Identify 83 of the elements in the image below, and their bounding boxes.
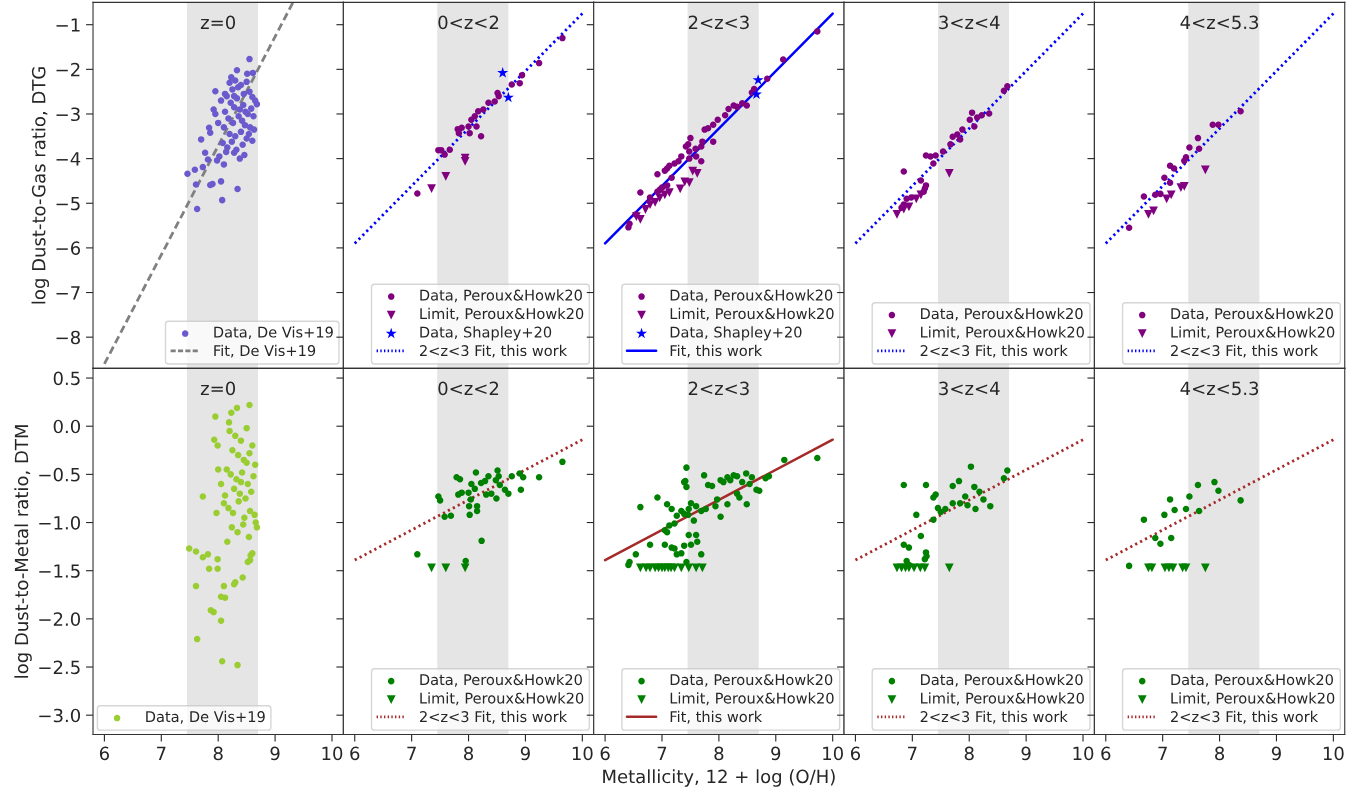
x-tick-label: 8 [1215,746,1225,761]
text: z=0 [200,15,236,30]
y-tick-label: −1.5 [39,564,80,578]
x-tick-label: 7 [407,746,416,760]
legend-label: Fit, De Vis+19 [214,344,316,358]
text: 0<z<2 [438,15,499,30]
y-tick-label: −8 [56,330,80,345]
y-tick-label: −1 [56,18,80,32]
legend-label: 2<z<3 Fit, this work [1171,344,1319,358]
text: 2<z<3 [688,381,749,396]
y-axis-title: log Dust-to-Metal ratio, DTM [14,425,32,678]
y-tick-label: 0.5 [53,371,80,386]
y-tick-label: −2.0 [39,612,81,626]
legend-label: Limit, Peroux&Howk20 [1171,692,1335,706]
legend-label: Limit, Peroux&Howk20 [670,692,834,706]
x-tick-label: 10 [572,746,593,761]
legend-label: Data, De Vis+19 [214,326,333,340]
x-tick-label: 10 [1323,746,1344,761]
y-tick-label: −5 [56,196,80,211]
y-tick-label: 0.0 [53,419,81,434]
x-tick-label: 8 [464,746,474,761]
x-tick-label: 7 [908,746,917,760]
x-tick-label: 8 [714,746,724,761]
text: 4<z<5.3 [1180,381,1259,396]
legend-label: Data, De Vis+19 [146,710,265,724]
x-tick-label: 9 [1021,746,1031,761]
legend-label: Data, Shapley+20 [420,326,552,341]
x-axis-title: Metallicity, 12 + log (O/H) [603,769,835,787]
text: 0<z<2 [438,381,499,396]
legend-label: 2<z<3 Fit, this work [1171,710,1319,724]
legend-label: Data, Peroux&Howk20 [921,307,1083,321]
x-tick-label: 6 [350,746,360,761]
x-tick-label: 10 [1073,746,1094,761]
legend-label: 2<z<3 Fit, this work [419,710,568,724]
legend-label: Data, Peroux&Howk20 [420,673,582,687]
legend-label: Data, Peroux&Howk20 [1171,673,1333,687]
x-tick-label: 7 [657,746,667,760]
legend-label: Data, Peroux&Howk20 [921,673,1083,687]
x-tick-label: 6 [600,746,610,761]
text: 3<z<4 [939,15,1000,30]
y-tick-label: −4 [56,152,81,166]
y-tick-label: −3.0 [39,708,81,723]
legend-label: Data, Peroux&Howk20 [670,673,833,687]
x-tick-label: 7 [1158,746,1167,760]
text: 4<z<5.3 [1180,15,1259,30]
legend-label: Data, Shapley+20 [670,326,802,341]
y-tick-label: −3 [56,107,80,122]
y-tick-label: −2.5 [39,660,80,675]
x-tick-label: 6 [850,746,861,761]
text: 3<z<4 [939,381,1000,396]
x-tick-label: 9 [520,746,530,761]
legend-label: Limit, Peroux&Howk20 [921,692,1084,706]
x-tick-label: 9 [270,746,280,761]
legend-label: Data, Peroux&Howk20 [1171,307,1333,321]
y-axis-title: log Dust-to-Gas ratio, DTG [31,67,50,304]
text: z=0 [200,381,236,396]
x-tick-label: 8 [964,746,974,761]
text: 2<z<3 [688,15,749,30]
x-tick-label: 10 [322,746,343,761]
y-tick-label: −6 [56,241,81,256]
x-tick-label: 9 [771,746,781,761]
legend-label: 2<z<3 Fit, this work [920,710,1068,724]
x-tick-label: 9 [1271,746,1281,761]
legend-label: Limit, Peroux&Howk20 [420,692,584,706]
x-tick-label: 6 [1101,746,1111,761]
y-tick-label: −7 [56,286,80,300]
x-tick-label: 6 [99,746,110,761]
y-tick-label: −1.0 [39,515,81,530]
legend-label: Data, Peroux&Howk20 [670,289,833,303]
legend-label: 2<z<3 Fit, this work [419,344,568,358]
legend-label: Data, Peroux&Howk20 [420,289,582,303]
legend-label: Fit, this work [670,344,763,358]
legend-label: Limit, Peroux&Howk20 [420,307,584,321]
y-tick-label: −2 [56,62,80,77]
legend-label: Limit, Peroux&Howk20 [921,326,1084,340]
legend-label: Limit, Peroux&Howk20 [670,307,834,321]
x-tick-label: 10 [823,746,843,761]
legend-label: 2<z<3 Fit, this work [920,344,1068,358]
legend-label: Fit, this work [670,710,763,724]
y-tick-label: −0.5 [39,467,80,482]
x-tick-label: 7 [157,746,166,760]
x-tick-label: 8 [213,746,223,761]
legend-label: Limit, Peroux&Howk20 [1171,326,1335,340]
